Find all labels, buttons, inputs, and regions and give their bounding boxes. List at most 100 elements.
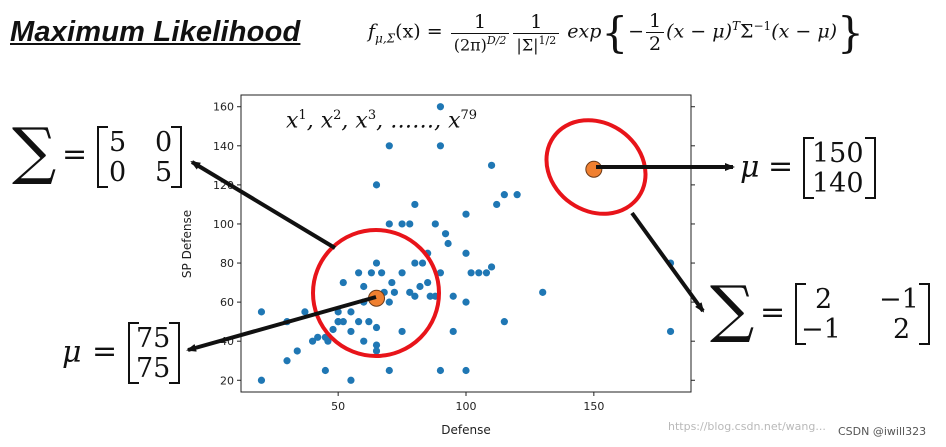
data-point	[372, 347, 381, 355]
arrow-to-left-mean	[186, 295, 377, 352]
data-point	[487, 161, 496, 169]
data-point	[314, 333, 322, 341]
sample-exp-2: 2	[333, 108, 342, 123]
y-tick-label: 60	[220, 296, 234, 309]
formula-lhs-sub: μ,Σ	[375, 31, 396, 46]
left-mean-cell-2: 75	[136, 353, 171, 384]
x-tick-label: 150	[583, 400, 604, 413]
data-point	[329, 325, 337, 334]
data-point	[500, 191, 508, 199]
formula-frac-1-den: (2π)	[453, 35, 487, 55]
data-point	[388, 278, 396, 287]
data-point	[257, 308, 266, 316]
data-point	[406, 288, 414, 296]
page-title: Maximum Likelihood	[10, 16, 301, 48]
formula-sigma-inv-exp: −1	[753, 19, 772, 34]
watermark: https://blog.csdn.net/wang...	[668, 420, 826, 433]
data-point	[411, 292, 419, 300]
data-point	[301, 308, 309, 316]
data-point	[449, 292, 457, 300]
data-point	[424, 278, 432, 287]
data-point	[482, 269, 491, 277]
data-point	[360, 337, 368, 345]
data-point	[365, 318, 373, 326]
formula-quad-T: T	[732, 19, 741, 34]
data-point	[441, 230, 450, 238]
formula-half: 1 2	[646, 10, 665, 55]
data-points	[257, 103, 675, 384]
data-point	[500, 318, 508, 326]
arrow-to-right-cov	[630, 211, 705, 313]
data-point	[372, 341, 381, 349]
left-cov-cell-21: 0	[109, 157, 127, 188]
data-point	[372, 259, 381, 267]
data-point	[347, 327, 355, 336]
data-point	[467, 269, 475, 277]
data-point	[666, 327, 675, 336]
left-cluster-ellipse	[311, 228, 441, 358]
formula-frac-1-den-exp: D/2	[486, 33, 507, 47]
sample-exp-1: 1	[298, 108, 307, 123]
formula-frac-2: 1 |Σ|1/2	[513, 11, 560, 55]
data-point	[321, 366, 329, 375]
data-point	[462, 298, 470, 306]
data-point	[398, 269, 406, 277]
data-point	[378, 269, 386, 277]
left-cov-cell-22: 5	[155, 157, 173, 188]
left-cov-matrix: 5 0 0 5	[97, 126, 182, 188]
data-point	[355, 318, 363, 326]
sample-x-1: x	[286, 108, 299, 134]
y-axis-label: SP Defense	[180, 210, 194, 278]
arrow-to-left-cov	[190, 160, 337, 250]
data-point	[411, 200, 419, 209]
data-point	[539, 288, 547, 296]
gaussian-formula: fμ,Σ(x) = 1 (2π)D/2 1 |Σ|1/2 exp{− 1 2 (…	[368, 8, 864, 57]
cluster-centers	[368, 160, 603, 307]
formula-frac-2-den: |Σ|	[516, 35, 539, 55]
data-point	[339, 278, 347, 287]
right-cov-cell-12: −1	[879, 284, 919, 315]
right-mean-equals: =	[768, 149, 794, 184]
formula-frac-1: 1 (2π)D/2	[450, 11, 510, 55]
y-tick-label: 20	[220, 374, 234, 387]
sample-exp-3: 3	[367, 108, 377, 123]
left-mean-symbol: μ	[62, 335, 82, 370]
right-cov-matrix: 2 −1 −1 2	[795, 283, 930, 345]
left-cov-equals: =	[62, 137, 88, 172]
data-point	[385, 142, 393, 150]
y-tick-label: 140	[213, 140, 234, 153]
data-point	[418, 259, 427, 267]
right-cov-cell-21: −1	[801, 314, 841, 345]
right-mean-cell-2: 140	[812, 168, 864, 199]
data-point	[385, 220, 393, 228]
left-mean-cell-1: 75	[136, 323, 171, 354]
data-point	[462, 249, 470, 257]
y-tick-label: 160	[213, 101, 234, 114]
plot-area	[240, 94, 692, 393]
left-mean-vector: 75 75	[128, 322, 180, 384]
right-cov-equals: =	[760, 295, 786, 330]
formula-frac-2-den-exp: 1/2	[538, 33, 557, 47]
x-axis-label: Defense	[441, 423, 490, 437]
data-point	[308, 337, 317, 345]
sample-ellipsis: ……	[390, 108, 435, 134]
data-point	[406, 220, 414, 228]
data-point	[416, 282, 424, 291]
data-point	[462, 210, 470, 218]
samples-label: x1, x2, x3, ……, x79	[286, 108, 478, 134]
data-point	[444, 239, 452, 248]
formula-brace-open: {	[601, 8, 629, 57]
data-point	[372, 323, 381, 332]
left-cov-symbol: ∑	[12, 114, 57, 187]
formula-brace-close: }	[837, 8, 864, 57]
credit: CSDN @iwill323	[838, 425, 927, 438]
data-point	[436, 366, 445, 375]
formula-sigma-inv: Σ	[740, 20, 754, 43]
formula-half-den: 2	[649, 33, 662, 55]
formula-exp: exp	[567, 20, 602, 43]
x-tick-label: 100	[456, 400, 477, 413]
left-cov-cell-11: 5	[109, 127, 127, 158]
formula-frac-2-num: 1	[513, 11, 560, 34]
right-cov-cell-22: 2	[893, 314, 911, 345]
